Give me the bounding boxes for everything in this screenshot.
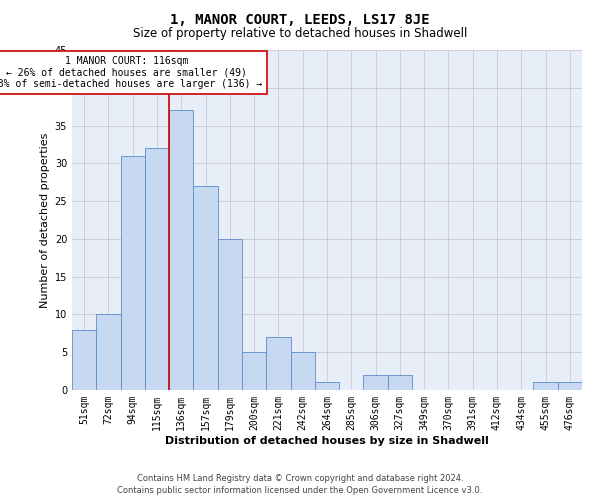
Bar <box>96 314 121 390</box>
Bar <box>558 382 582 390</box>
Bar <box>169 110 193 390</box>
Bar <box>242 352 266 390</box>
Bar <box>193 186 218 390</box>
Bar <box>145 148 169 390</box>
Bar <box>218 239 242 390</box>
Bar <box>290 352 315 390</box>
Bar <box>315 382 339 390</box>
Text: Contains HM Land Registry data © Crown copyright and database right 2024.
Contai: Contains HM Land Registry data © Crown c… <box>118 474 482 495</box>
Y-axis label: Number of detached properties: Number of detached properties <box>40 132 50 308</box>
Bar <box>533 382 558 390</box>
Bar <box>121 156 145 390</box>
Bar <box>388 375 412 390</box>
X-axis label: Distribution of detached houses by size in Shadwell: Distribution of detached houses by size … <box>165 436 489 446</box>
Text: 1 MANOR COURT: 116sqm
← 26% of detached houses are smaller (49)
73% of semi-deta: 1 MANOR COURT: 116sqm ← 26% of detached … <box>0 56 262 89</box>
Text: 1, MANOR COURT, LEEDS, LS17 8JE: 1, MANOR COURT, LEEDS, LS17 8JE <box>170 12 430 26</box>
Text: Size of property relative to detached houses in Shadwell: Size of property relative to detached ho… <box>133 28 467 40</box>
Bar <box>266 337 290 390</box>
Bar <box>364 375 388 390</box>
Bar <box>72 330 96 390</box>
